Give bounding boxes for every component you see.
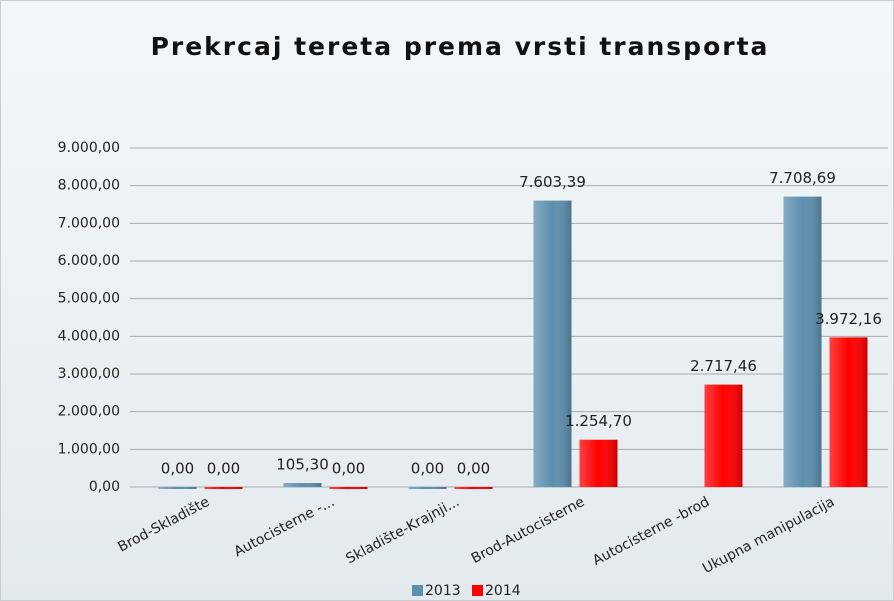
value-label: 0,00	[161, 460, 194, 478]
y-tick-label: 1.000,00	[58, 441, 120, 457]
value-label: 3.972,16	[815, 310, 882, 328]
bar	[454, 487, 493, 489]
value-label: 1.254,70	[565, 412, 632, 430]
y-tick-label: 6.000,00	[58, 253, 120, 269]
value-label: 7.708,69	[769, 169, 836, 187]
value-label: 0,00	[332, 460, 365, 478]
legend-swatch	[472, 585, 483, 596]
bar	[329, 487, 368, 489]
value-label: 7.603,39	[519, 173, 586, 191]
value-label: 0,00	[207, 460, 240, 478]
value-label: 2.717,46	[690, 357, 757, 375]
bar	[204, 487, 243, 489]
bar	[829, 337, 868, 487]
bar	[283, 483, 322, 487]
legend-label: 2013	[425, 583, 461, 599]
y-tick-label: 9.000,00	[58, 140, 120, 156]
y-tick-label: 7.000,00	[58, 215, 120, 231]
value-label: 105,30	[276, 456, 329, 474]
bar	[158, 487, 197, 489]
legend-label: 2014	[485, 583, 521, 599]
chart-title: Prekrcaj tereta prema vrsti transporta	[151, 32, 770, 61]
bar	[783, 196, 822, 487]
y-tick-label: 3.000,00	[58, 366, 120, 382]
bar	[408, 487, 447, 489]
value-label: 0,00	[411, 460, 444, 478]
y-tick-label: 8.000,00	[58, 178, 120, 194]
y-tick-label: 0,00	[89, 479, 120, 495]
legend-swatch	[412, 585, 423, 596]
y-tick-label: 5.000,00	[58, 291, 120, 307]
bar	[579, 439, 618, 487]
y-tick-label: 2.000,00	[58, 404, 120, 420]
y-tick-label: 4.000,00	[58, 328, 120, 344]
bar	[533, 200, 572, 487]
value-label: 0,00	[457, 460, 490, 478]
bar	[704, 384, 743, 487]
